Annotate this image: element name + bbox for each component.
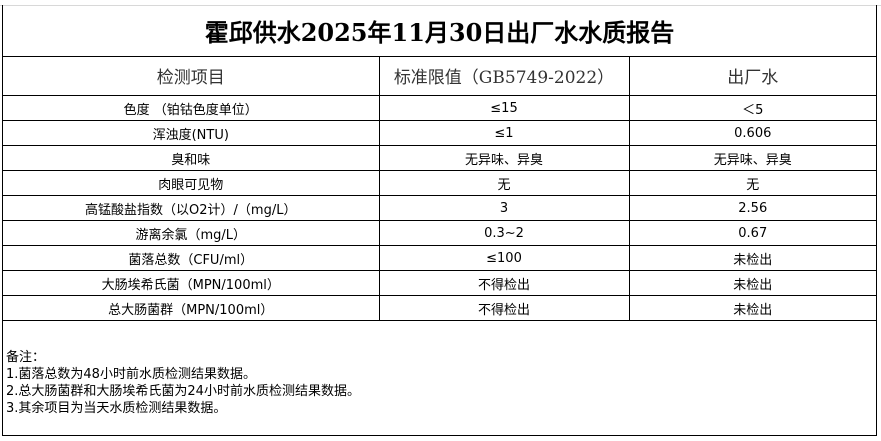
cell-standard: ≤1: [378, 120, 630, 146]
note-item: 3.其余项目为当天水质检测结果数据。: [6, 401, 227, 416]
cell-standard: 不得检出: [378, 295, 630, 321]
cell-standard: 无异味、异臭: [378, 145, 630, 171]
table-row: 肉眼可见物无无: [3, 170, 876, 196]
cell-item: 总大肠菌群（MPN/100ml）: [3, 295, 380, 321]
cell-outlet-water: ＜5: [628, 95, 876, 121]
note-item: 1.菌落总数为48小时前水质检测结果数据。: [6, 367, 256, 382]
cell-item: 大肠埃希氏菌（MPN/100ml）: [3, 270, 380, 296]
header-item: 检测项目: [3, 56, 380, 96]
cell-outlet-water: 2.56: [628, 195, 876, 221]
table-row: 大肠埃希氏菌（MPN/100ml） 不得检出 未检出: [3, 270, 876, 296]
cell-item: 高锰酸盐指数（以O2计）/（mg/L）: [3, 195, 380, 221]
cell-item: 色度 （铂钴色度单位）: [3, 95, 380, 121]
cell-item: 浑浊度(NTU): [3, 120, 380, 146]
cell-standard: 0.3~2: [378, 220, 630, 246]
table-header-row: 检测项目 标准限值（GB5749-2022） 出厂水: [3, 56, 876, 96]
cell-standard: ≤100: [378, 245, 630, 271]
notes-heading: 备注：: [6, 350, 46, 365]
note-item: 2.总大肠菌群和大肠埃希氏菌为24小时前水质检测结果数据。: [6, 384, 360, 399]
cell-standard: 3: [378, 195, 630, 221]
quality-table: 检测项目 标准限值（GB5749-2022） 出厂水 色度 （铂钴色度单位） ≤1…: [3, 56, 876, 321]
cell-item: 臭和味: [3, 145, 380, 171]
cell-outlet-water: 无: [628, 170, 876, 196]
cell-standard: 无: [378, 170, 630, 196]
spreadsheet-gridlines: [0, 0, 881, 6]
table-row: 臭和味 无异味、异臭 无异味、异臭: [3, 145, 876, 171]
cell-outlet-water: 0.67: [628, 220, 876, 246]
cell-outlet-water: 未检出: [628, 270, 876, 296]
cell-standard: 不得检出: [378, 270, 630, 296]
header-standard: 标准限值（GB5749-2022）: [378, 56, 630, 96]
table-row: 色度 （铂钴色度单位） ≤15 ＜5: [3, 95, 876, 121]
cell-outlet-water: 0.606: [628, 120, 876, 146]
report-title: 霍邱供水2025年11月30日出厂水水质报告: [3, 5, 876, 57]
cell-outlet-water: 未检出: [628, 295, 876, 321]
cell-item: 游离余氯（mg/L）: [3, 220, 380, 246]
header-outlet-water: 出厂水: [628, 56, 876, 96]
table-row: 菌落总数（CFU/ml） ≤100 未检出: [3, 245, 876, 271]
cell-outlet-water: 无异味、异臭: [628, 145, 876, 171]
table-row: 游离余氯（mg/L） 0.3~2 0.67: [3, 220, 876, 246]
cell-item: 菌落总数（CFU/ml）: [3, 245, 380, 271]
table-row: 总大肠菌群（MPN/100ml） 不得检出 未检出: [3, 295, 876, 321]
cell-outlet-water: 未检出: [628, 245, 876, 271]
water-quality-report: 霍邱供水2025年11月30日出厂水水质报告 检测项目 标准限值（GB5749-…: [2, 5, 877, 436]
table-row: 高锰酸盐指数（以O2计）/（mg/L） 3 2.56: [3, 195, 876, 221]
cell-standard: ≤15: [378, 95, 630, 121]
table-row: 浑浊度(NTU) ≤1 0.606: [3, 120, 876, 146]
notes: 备注： 1.菌落总数为48小时前水质检测结果数据。 2.总大肠菌群和大肠埃希氏菌…: [6, 349, 360, 417]
cell-item: 肉眼可见物: [3, 170, 380, 196]
